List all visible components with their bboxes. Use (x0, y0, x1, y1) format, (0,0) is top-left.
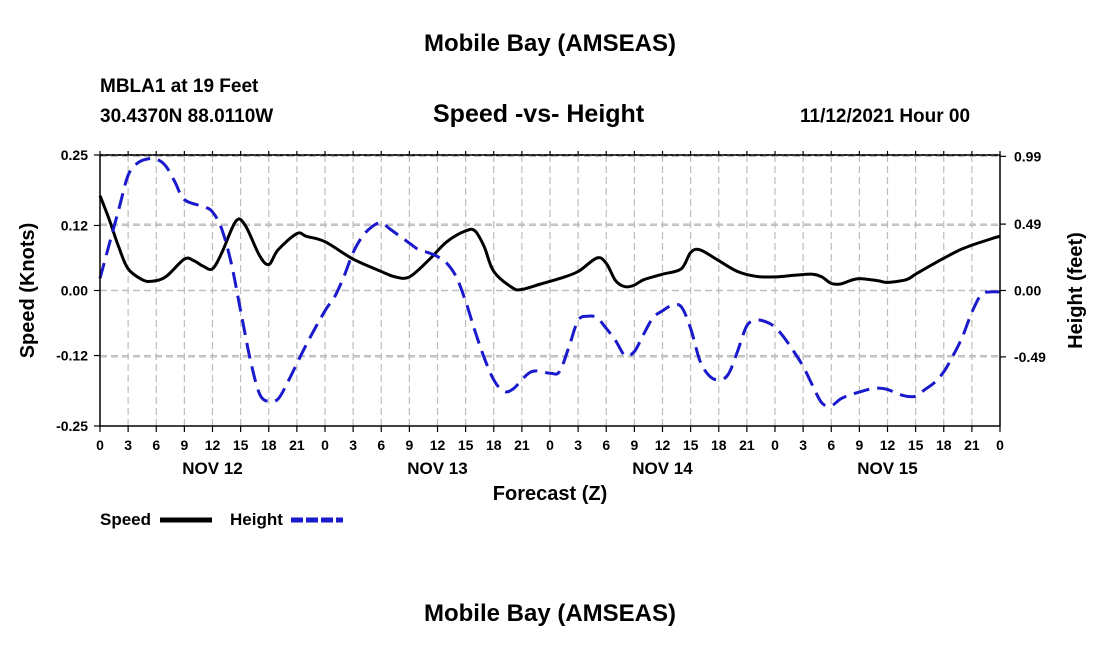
y2-axis-label: Height (feet) (1065, 232, 1087, 349)
x-tick-label: 21 (964, 437, 980, 453)
x-tick-label: 0 (321, 437, 329, 453)
x-tick-label: 21 (739, 437, 755, 453)
x-tick-label: 9 (180, 437, 188, 453)
series-layer (98, 156, 1001, 408)
x-tick-label: 9 (855, 437, 863, 453)
station-label: MBLA1 at 19 Feet (100, 76, 259, 97)
day-label: NOV 15 (857, 459, 917, 478)
x-tick-label: 9 (405, 437, 413, 453)
x-tick-label: 6 (602, 437, 610, 453)
x-axis-label: Forecast (Z) (493, 483, 607, 505)
station-coordinates: 30.4370N 88.0110W (100, 106, 274, 127)
y-tick-label: 0.12 (61, 217, 88, 233)
x-tick-label: 6 (152, 437, 160, 453)
x-tick-label: 12 (880, 437, 896, 453)
x-tick-label: 18 (261, 437, 277, 453)
x-tick-label: 21 (514, 437, 530, 453)
x-tick-label: 0 (771, 437, 779, 453)
y-tick-label: 0.00 (61, 283, 88, 299)
x-tick-label: 9 (630, 437, 638, 453)
legend-speed-label: Speed (100, 510, 151, 529)
day-label: NOV 14 (632, 459, 693, 478)
day-label: NOV 13 (407, 459, 467, 478)
x-tick-label: 0 (996, 437, 1004, 453)
y-axis-label: Speed (Knots) (17, 223, 39, 359)
x-tick-label: 12 (430, 437, 446, 453)
x-tick-label: 3 (349, 437, 357, 453)
x-tick-label: 18 (936, 437, 952, 453)
x-tick-label: 15 (683, 437, 699, 453)
x-tick-label: 3 (574, 437, 582, 453)
x-tick-label: 15 (458, 437, 474, 453)
y2-tick-label: 0.99 (1014, 148, 1041, 164)
page-title: Mobile Bay (AMSEAS) (423, 30, 677, 57)
x-tick-label: 0 (96, 437, 104, 453)
day-label: NOV 12 (182, 459, 242, 478)
forecast-datetime: 11/12/2021 Hour 00 (800, 106, 971, 127)
grid (100, 155, 1000, 426)
y2-tick-label: 0.00 (1014, 283, 1041, 299)
x-tick-label: 3 (124, 437, 132, 453)
x-tick-label: 21 (289, 437, 305, 453)
x-tick-label: 6 (377, 437, 385, 453)
y2-tick-label: 0.49 (1014, 216, 1041, 232)
legend-height-label: Height (230, 510, 283, 529)
series-height-line (98, 156, 1001, 408)
x-tick-label: 6 (827, 437, 835, 453)
y-tick-label: 0.25 (61, 147, 88, 163)
x-tick-label: 18 (486, 437, 502, 453)
y-tick-label: -0.25 (56, 418, 88, 434)
series-speed-line (98, 195, 1001, 292)
x-tick-label: 18 (711, 437, 727, 453)
y2-tick-label: -0.49 (1014, 349, 1046, 365)
y-tick-label: -0.12 (56, 348, 88, 364)
bottom-title: Mobile Bay (AMSEAS) (423, 600, 677, 627)
x-tick-label: 15 (908, 437, 924, 453)
axis-ticks: 0 3 6 9 12 15 18 21 0 3 6 9 12 15 18 21 0 3 6 9 12 15 18 21 0 3 6 9… (56, 147, 1046, 478)
x-tick-label: 15 (233, 437, 249, 453)
x-tick-label: 12 (205, 437, 221, 453)
legend: Speed Height (100, 510, 343, 529)
x-tick-label: 3 (799, 437, 807, 453)
x-tick-label: 12 (655, 437, 671, 453)
x-tick-label: 0 (546, 437, 554, 453)
chart-subtitle: Speed -vs- Height (433, 100, 645, 128)
